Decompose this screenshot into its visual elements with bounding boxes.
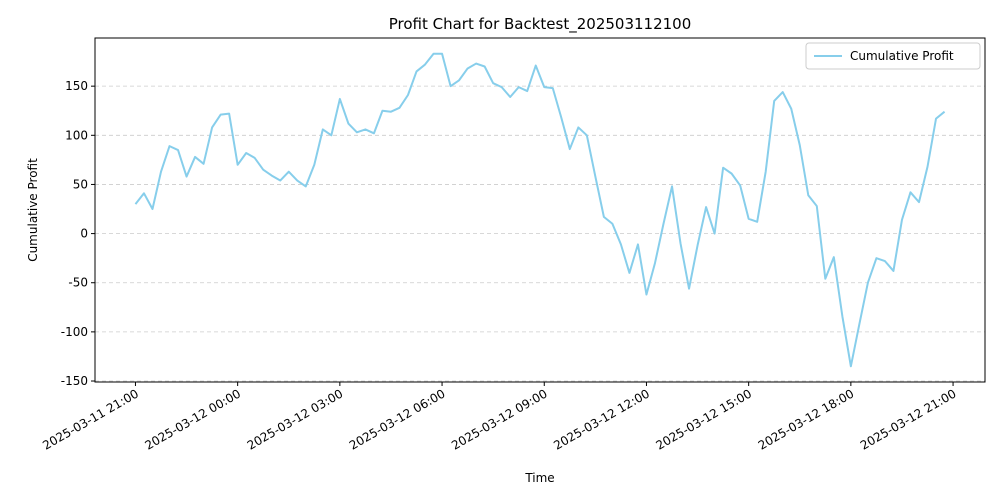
y-tick-label: 150 [65,79,88,93]
y-tick-label: 0 [80,227,88,241]
x-tick-label: 2025-03-12 15:00 [654,386,755,452]
y-tick-label: -100 [61,325,88,339]
legend-label: Cumulative Profit [850,49,954,63]
x-tick-label: 2025-03-12 09:00 [449,386,550,452]
y-tick-label: 100 [65,128,88,142]
x-axis-label: Time [524,471,554,485]
x-tick-label: 2025-03-12 03:00 [245,386,346,452]
y-tick-label: 50 [73,177,88,191]
x-tick-label: 2025-03-12 00:00 [143,386,244,452]
chart-title: Profit Chart for Backtest_202503112100 [389,15,692,34]
x-tick-label: 2025-03-11 21:00 [40,386,141,452]
y-tick-label: -150 [61,374,88,388]
x-tick-label: 2025-03-12 12:00 [551,386,652,452]
y-axis-label: Cumulative Profit [26,158,40,262]
line-series [134,52,946,368]
legend-box [805,42,981,70]
x-tick-label: 2025-03-12 18:00 [756,386,857,452]
y-tick-label: -50 [68,276,88,290]
x-tick-label: 2025-03-12 21:00 [858,386,959,452]
plot-frame [94,37,986,383]
x-tick-label: 2025-03-12 06:00 [347,386,448,452]
